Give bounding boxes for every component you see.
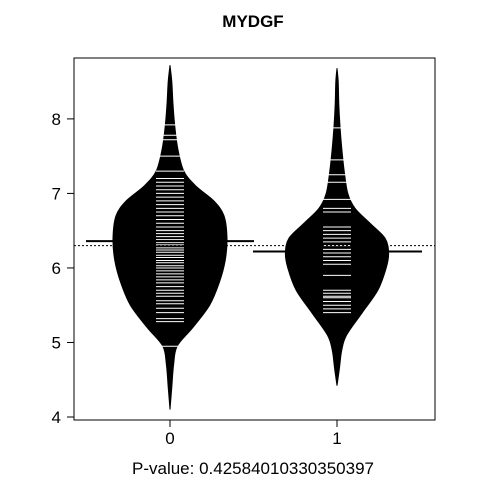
chart-title: MYDGF (222, 12, 283, 31)
x-tick-label: 0 (165, 429, 174, 448)
x-axis-label: P-value: 0.42584010330350397 (132, 459, 374, 478)
y-axis: 4 5 6 7 8 (52, 110, 74, 427)
bean-0 (86, 65, 254, 410)
bean-1 (253, 68, 422, 386)
y-tick-label: 5 (52, 333, 61, 352)
y-tick-label: 7 (52, 184, 61, 203)
bean-shape-0 (112, 65, 228, 410)
y-tick-label: 4 (52, 408, 61, 427)
y-tick-label: 8 (52, 110, 61, 129)
y-tick-label: 6 (52, 259, 61, 278)
plot-frame (73, 57, 436, 421)
x-tick-label: 1 (332, 429, 341, 448)
beans-group (86, 65, 422, 410)
